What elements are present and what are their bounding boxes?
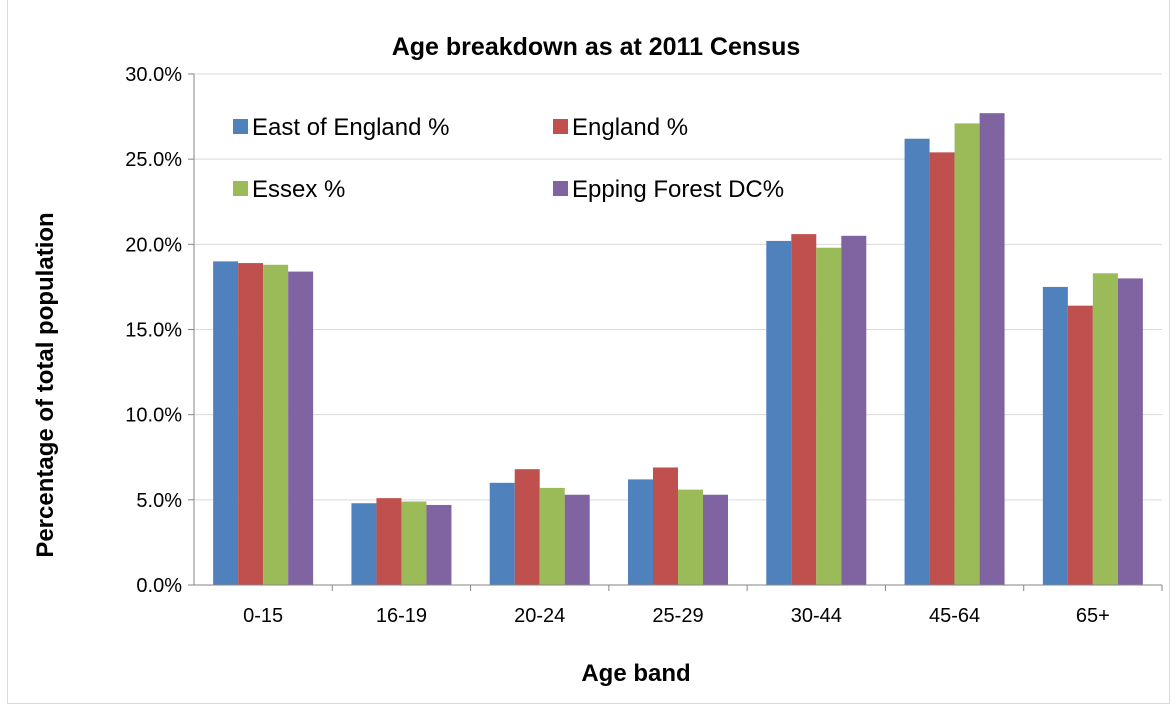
bar [904,138,930,585]
bar [678,489,703,585]
y-tick-label: 5.0% [136,490,182,512]
bar [213,261,239,585]
bar [514,469,540,585]
bar [841,235,867,586]
bar [628,479,653,585]
legend-swatch [553,181,568,196]
x-tick-label: 20-24 [514,605,565,627]
y-axis-title: Percentage of total population [32,212,59,557]
bar [238,263,264,585]
legend-label: Essex % [252,176,345,203]
bar [653,467,678,585]
x-tick-label: 30-44 [791,605,842,627]
bar [351,503,377,585]
legend-swatch [233,181,248,196]
y-tick-label: 15.0% [125,320,182,342]
bar [489,482,515,585]
x-tick-labels: 0-15 16-19 20-24 25-29 30-44 45-64 65+ [243,605,1110,627]
bar [564,494,590,585]
bar [376,498,402,585]
x-tick-label: 16-19 [376,605,427,627]
axes [188,73,1163,591]
gridlines [194,73,1162,501]
x-tick-label: 65+ [1076,605,1110,627]
bar [539,487,565,585]
bar [401,501,427,585]
bar [1092,273,1118,585]
y-tick-label: 0.0% [136,575,182,597]
bar [766,240,792,585]
bar [1067,305,1093,585]
x-tick-label: 25-29 [652,605,703,627]
x-tick-label: 0-15 [243,605,283,627]
bars [213,113,1143,586]
legend: East of England % England % Essex % Epping … [233,114,784,203]
bar [816,247,842,586]
legend-swatch [553,119,568,134]
legend-label: England % [572,114,688,141]
y-tick-label: 25.0% [125,149,182,171]
legend-label: East of England % [252,114,449,141]
bar [703,494,728,585]
chart-frame [7,0,1170,704]
bar [929,152,955,585]
legend-swatch [233,119,248,134]
bar [1117,278,1143,585]
bar [954,123,980,585]
bar [791,234,817,585]
bar [288,271,314,585]
y-tick-label: 30.0% [125,64,182,86]
y-tick-labels: 0.0% 5.0% 10.0% 15.0% 20.0% 25.0% 30.0% [125,64,182,597]
bar [1042,286,1068,585]
x-axis-title: Age band [581,660,690,687]
chart-title: Age breakdown as at 2011 Census [392,33,801,61]
x-tick-label: 45-64 [929,605,980,627]
bar [263,264,289,585]
y-tick-label: 20.0% [125,234,182,256]
y-tick-label: 10.0% [125,405,182,427]
legend-label: Epping Forest DC% [572,176,784,203]
bar [979,113,1005,585]
bar [426,504,452,585]
